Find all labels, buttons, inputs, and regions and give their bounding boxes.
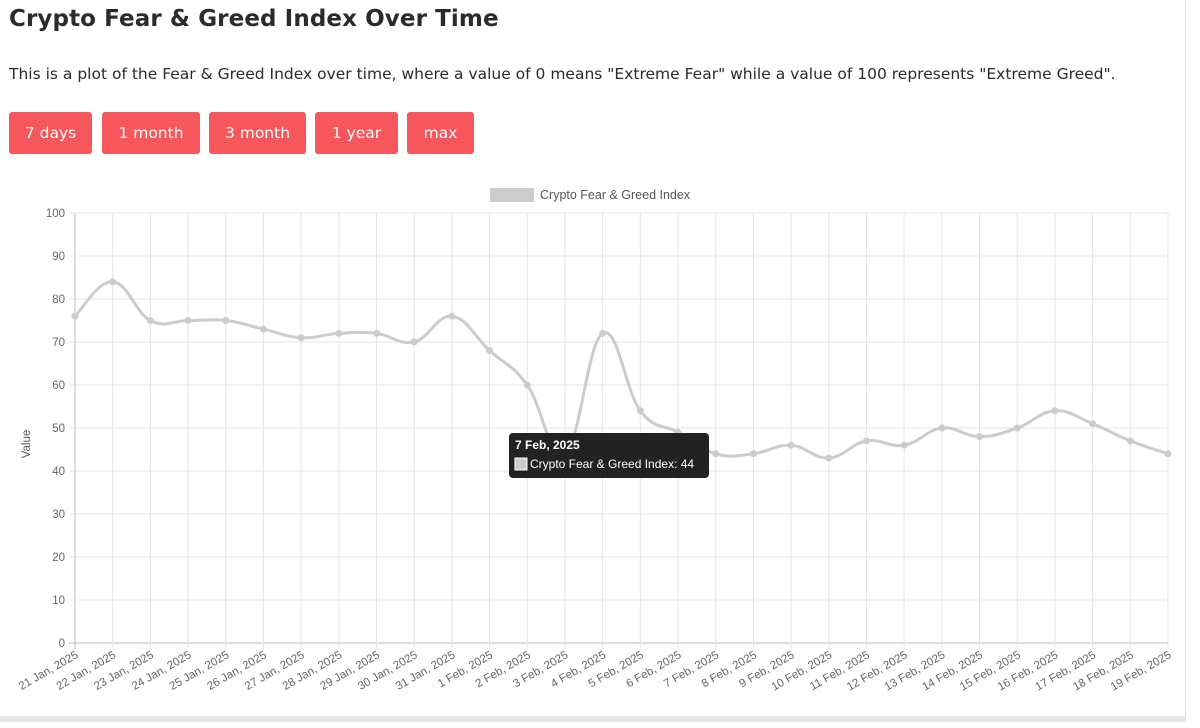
data-point[interactable] — [523, 381, 531, 389]
data-point[interactable] — [410, 338, 418, 346]
range-max-button[interactable]: max — [407, 112, 474, 154]
y-tick-label: 70 — [52, 337, 65, 349]
data-point[interactable] — [1126, 437, 1134, 445]
tooltip-label: Crypto Fear & Greed Index: 44 — [530, 457, 694, 471]
y-tick-label: 80 — [52, 294, 65, 306]
data-point[interactable] — [1013, 424, 1021, 432]
data-point[interactable] — [109, 278, 117, 286]
data-point[interactable] — [373, 329, 381, 337]
data-point[interactable] — [636, 407, 644, 415]
chart-tooltip: 7 Feb, 2025 Crypto Fear & Greed Index: 4… — [509, 433, 709, 478]
y-tick-label: 50 — [52, 423, 65, 435]
data-point[interactable] — [712, 450, 720, 458]
tooltip-title: 7 Feb, 2025 — [515, 438, 580, 452]
legend-label: Crypto Fear & Greed Index — [540, 188, 691, 202]
data-point[interactable] — [71, 312, 79, 320]
range-7-days-button[interactable]: 7 days — [9, 112, 92, 154]
range-3-month-button[interactable]: 3 month — [209, 112, 306, 154]
series-line-fear-greed — [73, 280, 1169, 460]
data-point[interactable] — [146, 317, 154, 324]
data-point[interactable] — [1164, 450, 1172, 458]
data-point[interactable] — [825, 454, 833, 462]
y-tick-label: 40 — [52, 466, 65, 478]
page-description: This is a plot of the Fear & Greed Index… — [9, 65, 1116, 83]
data-point[interactable] — [297, 334, 305, 342]
y-tick-label: 60 — [52, 380, 65, 392]
data-point[interactable] — [976, 433, 984, 441]
y-tick-label: 20 — [52, 552, 65, 564]
data-point[interactable] — [938, 424, 946, 432]
y-tick-label: 90 — [52, 251, 65, 263]
y-tick-label: 100 — [46, 208, 65, 220]
data-point[interactable] — [1089, 420, 1097, 428]
data-point[interactable] — [599, 329, 607, 337]
data-point[interactable] — [1051, 407, 1059, 415]
data-point[interactable] — [749, 450, 757, 458]
data-point[interactable] — [222, 317, 230, 324]
chart-gridlines — [69, 212, 1169, 649]
data-point[interactable] — [862, 437, 870, 445]
fear-greed-line-chart[interactable]: Crypto Fear & Greed Index Value 0 10 20 30 4… — [0, 178, 1186, 722]
data-point[interactable] — [900, 441, 908, 449]
legend-swatch — [490, 188, 534, 202]
y-tick-label: 0 — [59, 638, 65, 650]
range-1-month-button[interactable]: 1 month — [102, 112, 200, 154]
data-point[interactable] — [486, 347, 494, 355]
data-point[interactable] — [787, 441, 795, 449]
chart-legend[interactable]: Crypto Fear & Greed Index — [490, 188, 691, 202]
y-axis-ticks: 0 10 20 30 40 50 60 70 80 90 100 — [46, 208, 65, 650]
data-point[interactable] — [184, 317, 192, 324]
y-tick-label: 30 — [52, 509, 65, 521]
range-1-year-button[interactable]: 1 year — [315, 112, 398, 154]
y-axis-label: Value — [21, 430, 33, 459]
tooltip-background — [509, 433, 709, 478]
y-tick-label: 10 — [52, 595, 65, 607]
page-title: Crypto Fear & Greed Index Over Time — [9, 6, 499, 32]
data-point[interactable] — [448, 312, 456, 320]
tooltip-swatch — [514, 457, 528, 471]
data-point[interactable] — [335, 329, 343, 337]
data-point[interactable] — [259, 325, 267, 333]
